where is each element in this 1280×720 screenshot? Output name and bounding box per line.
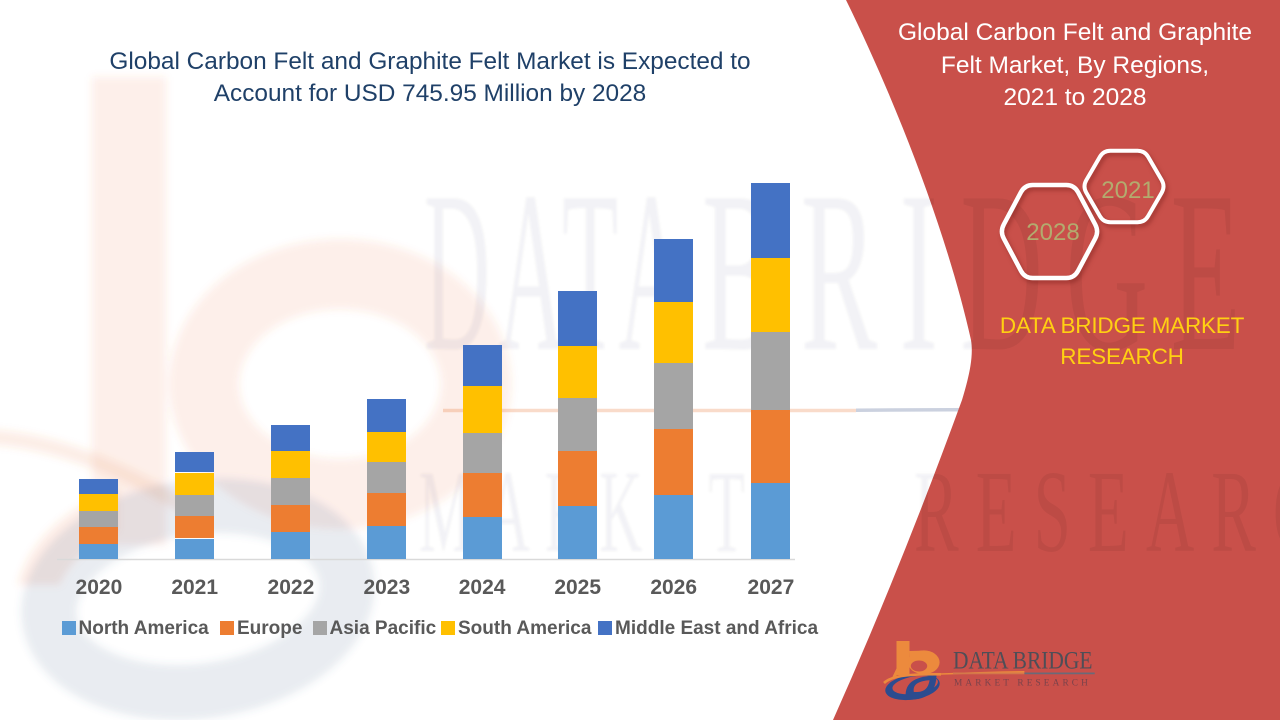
svg-text:MARKET RESEARCH: MARKET RESEARCH <box>954 679 1091 689</box>
svg-text:DATA BRIDGE: DATA BRIDGE <box>953 648 1093 675</box>
svg-text:RESEARCH: RESEARCH <box>914 446 1280 577</box>
